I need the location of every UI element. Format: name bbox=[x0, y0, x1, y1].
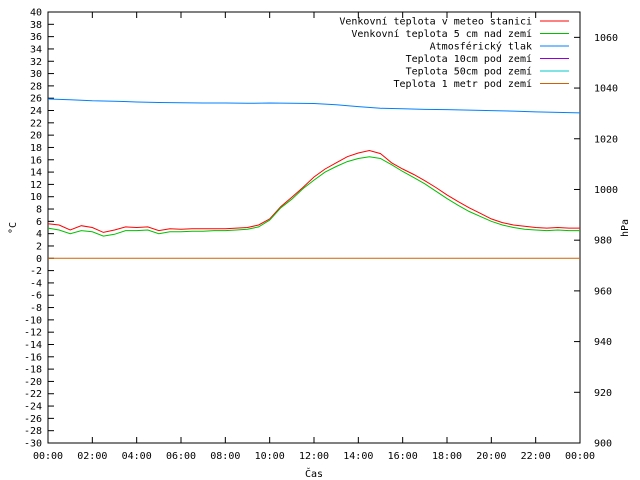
y-tick-label: 40 bbox=[30, 8, 42, 19]
y-tick-label: 12 bbox=[30, 180, 42, 191]
series-line-0 bbox=[47, 149, 580, 233]
legend-label: Venkovní teplota 5 cm nad zemí bbox=[351, 28, 532, 40]
x-tick-label: 18:00 bbox=[432, 451, 462, 462]
y2-tick-label: 960 bbox=[594, 286, 612, 297]
x-tick-label: 02:00 bbox=[77, 451, 107, 462]
y2-tick-label: 1020 bbox=[594, 134, 618, 145]
y-tick-label: 30 bbox=[30, 69, 42, 80]
y-tick-label: 4 bbox=[36, 229, 42, 240]
y-tick-label: 32 bbox=[30, 57, 42, 68]
series-line-2 bbox=[47, 98, 581, 114]
legend: Venkovní teplota v meteo staniciVenkovní… bbox=[339, 16, 569, 90]
legend-label: Teplota 1 metr pod zemí bbox=[394, 78, 532, 90]
y-tick-label: 2 bbox=[36, 241, 42, 252]
y-tick-label: -2 bbox=[30, 266, 42, 277]
x-tick-label: 10:00 bbox=[255, 451, 285, 462]
y-tick-label: 0 bbox=[36, 254, 42, 265]
legend-label: Venkovní teplota v meteo stanici bbox=[339, 16, 532, 28]
y-tick-label: -16 bbox=[24, 352, 42, 363]
y-tick-label: 10 bbox=[30, 192, 42, 203]
series-line-1 bbox=[47, 156, 580, 237]
y2-tick-label: 940 bbox=[594, 337, 612, 348]
y-tick-label: -6 bbox=[30, 291, 42, 302]
y-tick-label: -8 bbox=[30, 303, 42, 314]
x-tick-label: 00:00 bbox=[33, 451, 63, 462]
y-tick-label: 18 bbox=[30, 143, 42, 154]
y-tick-label: 38 bbox=[30, 20, 42, 31]
y2-tick-label: 920 bbox=[594, 388, 612, 399]
y-tick-label: 22 bbox=[30, 118, 42, 129]
x-tick-label: 08:00 bbox=[210, 451, 240, 462]
x-tick-label: 12:00 bbox=[299, 451, 329, 462]
y-tick-label: 34 bbox=[30, 44, 42, 55]
x-tick-label: 20:00 bbox=[476, 451, 506, 462]
y2-tick-labels: 900 920 940 960 980 1000 1020 1040 1060 bbox=[594, 33, 618, 450]
y2-tick-label: 1000 bbox=[594, 185, 618, 196]
x-tick-label: 04:00 bbox=[122, 451, 152, 462]
axis-ticks bbox=[47, 11, 581, 444]
y-tick-label: 28 bbox=[30, 81, 42, 92]
y-tick-label: -20 bbox=[24, 377, 42, 388]
y-tick-label: -4 bbox=[30, 278, 42, 289]
x-tick-label: 22:00 bbox=[521, 451, 551, 462]
y2-tick-label: 980 bbox=[594, 236, 612, 247]
y2-tick-label: 1060 bbox=[594, 33, 618, 44]
y-tick-label: 16 bbox=[30, 155, 42, 166]
x-tick-label: 06:00 bbox=[166, 451, 196, 462]
series-lines bbox=[47, 98, 581, 259]
x-tick-label: 16:00 bbox=[388, 451, 418, 462]
y-tick-label: -12 bbox=[24, 328, 42, 339]
y-tick-label: 8 bbox=[36, 205, 42, 216]
legend-label: Teplota 10cm pod zemí bbox=[406, 53, 532, 65]
y-tick-label: 26 bbox=[30, 94, 42, 105]
y-tick-label: -24 bbox=[24, 402, 42, 413]
y-tick-label: 6 bbox=[36, 217, 42, 228]
y2-axis-label: hPa bbox=[620, 219, 631, 237]
y-axis-label: °C bbox=[8, 222, 19, 234]
y-tick-labels: -30-28-26-24-22-20-18-16-14-12-10-8-6-4-… bbox=[24, 8, 42, 450]
y2-tick-label: 1040 bbox=[594, 84, 618, 95]
y2-tick-label: 900 bbox=[594, 439, 612, 450]
y-tick-label: -18 bbox=[24, 365, 42, 376]
y-tick-label: -26 bbox=[24, 414, 42, 425]
y-tick-label: -28 bbox=[24, 426, 42, 437]
y-tick-label: 14 bbox=[30, 168, 42, 179]
y-tick-label: 20 bbox=[30, 131, 42, 142]
legend-label: Teplota 50cm pod zemí bbox=[406, 66, 532, 78]
y-tick-label: 36 bbox=[30, 32, 42, 43]
x-tick-label: 00:00 bbox=[565, 451, 595, 462]
legend-label: Atmosférický tlak bbox=[430, 41, 532, 53]
x-axis-label: Čas bbox=[305, 467, 323, 480]
y-tick-label: -22 bbox=[24, 389, 42, 400]
y-tick-label: -30 bbox=[24, 439, 42, 450]
y-tick-label: -10 bbox=[24, 315, 42, 326]
y-tick-label: -14 bbox=[24, 340, 42, 351]
x-tick-labels: 00:00 02:00 04:00 06:00 08:00 10:00 12:00 14:00… bbox=[33, 451, 595, 462]
x-tick-label: 14:00 bbox=[343, 451, 373, 462]
y-tick-label: 24 bbox=[30, 106, 42, 117]
